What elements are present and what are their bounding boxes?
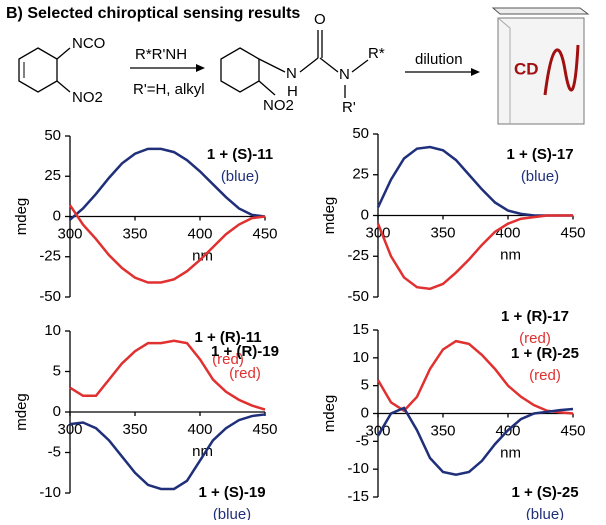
y-tick-label: 0	[53, 403, 61, 420]
y-tick-label: -50	[347, 288, 369, 305]
x-axis-label: nm	[500, 444, 521, 461]
cuvette-edge	[497, 17, 511, 124]
x-tick-label: 350	[430, 224, 455, 241]
cd-curve	[69, 147, 266, 221]
step-label: dilution	[415, 51, 463, 68]
cd-curve	[376, 339, 574, 415]
y-tick-label: 50	[44, 127, 61, 144]
x-tick-label: 400	[187, 225, 212, 242]
series-note: (red)	[529, 367, 561, 384]
series-note: (blue)	[221, 168, 259, 185]
series-label: 1 + (S)-19	[198, 484, 265, 501]
y-tick-label: 5	[361, 377, 369, 394]
y-tick-label: -50	[39, 288, 61, 305]
x-tick-label: 450	[252, 421, 277, 438]
atom-label: N	[339, 66, 350, 83]
x-axis-label: nm	[500, 246, 521, 263]
y-tick-label: 0	[53, 207, 61, 224]
x-tick-label: 450	[252, 225, 277, 242]
reagent: R*R'NH	[135, 46, 187, 63]
benzene-ring	[18, 47, 58, 93]
y-tick-label: -10	[39, 484, 61, 501]
y-tick-label: 50	[352, 125, 369, 142]
y-axis-label: mdeg	[13, 198, 30, 236]
series-note: (blue)	[521, 168, 559, 185]
bond	[319, 57, 339, 73]
cd-label: CD	[514, 59, 539, 78]
cd-curve	[376, 214, 573, 291]
y-tick-label: 5	[53, 362, 61, 379]
bond	[299, 57, 319, 73]
atom-label: R'	[342, 99, 356, 116]
series-label: 1 + (R)-17	[501, 308, 569, 325]
series-label: 1 + (S)-25	[511, 484, 578, 501]
cd-curve	[69, 339, 266, 411]
series-label: 1 + (R)-11	[194, 329, 261, 346]
y-axis-label: mdeg	[321, 395, 338, 433]
cd-curve	[376, 406, 574, 477]
y-axis-label: mdeg	[321, 197, 338, 235]
x-tick-label: 350	[430, 422, 455, 439]
bond	[56, 47, 71, 60]
y-tick-label: 10	[352, 349, 369, 366]
y-tick-label: -15	[347, 488, 369, 505]
atom-label: R*	[368, 45, 385, 62]
x-tick-label: 300	[57, 225, 82, 242]
x-tick-label: 300	[365, 422, 390, 439]
bond	[351, 59, 369, 73]
series-note: (blue)	[526, 506, 564, 520]
x-tick-label: 450	[560, 422, 585, 439]
atom-label: O	[314, 11, 326, 28]
cd-curve	[68, 204, 266, 284]
cd-wave	[543, 44, 580, 96]
arrowhead	[196, 64, 205, 72]
y-axis-label: mdeg	[13, 393, 30, 431]
bond	[258, 80, 276, 96]
figure-title: B) Selected chiroptical sensing results	[6, 5, 300, 22]
y-tick-label: 25	[44, 167, 61, 184]
group-label: NO2	[263, 97, 294, 114]
bond	[56, 80, 71, 93]
y-tick-label: 0	[361, 404, 369, 421]
y-tick-label: 15	[352, 321, 369, 338]
group-label: NCO	[72, 35, 105, 52]
x-tick-label: 300	[57, 421, 82, 438]
x-tick-label: 450	[560, 224, 585, 241]
x-tick-label: 400	[187, 421, 212, 438]
series-note: (red)	[519, 330, 551, 347]
series-label: 1 + (R)-25	[511, 345, 579, 362]
y-tick-label: -25	[39, 248, 61, 265]
x-tick-label: 400	[495, 224, 520, 241]
series-note: (red)	[229, 365, 261, 382]
y-tick-label: -10	[347, 460, 369, 477]
benzene-ring	[220, 47, 260, 93]
y-tick-label: 10	[44, 322, 61, 339]
cd-curve	[69, 413, 266, 491]
series-note: (red)	[212, 351, 244, 368]
x-tick-label: 350	[122, 421, 147, 438]
series-label: 1 + (S)-17	[506, 146, 573, 163]
y-tick-label: -5	[356, 432, 369, 449]
group-label: NO2	[72, 89, 103, 106]
arrowhead	[471, 68, 480, 76]
atom-label: N	[286, 65, 297, 82]
y-tick-label: -25	[347, 247, 369, 264]
cuvette-lid	[491, 7, 590, 15]
bond	[258, 58, 286, 73]
series-label: 1 + (R)-19	[211, 343, 279, 360]
cuvette	[497, 17, 585, 125]
y-tick-label: 25	[352, 166, 369, 183]
condition: R'=H, alkyl	[133, 81, 205, 98]
y-tick-label: -5	[48, 443, 61, 460]
series-note: (blue)	[213, 506, 251, 520]
atom-label: H	[287, 83, 298, 100]
y-tick-label: 0	[361, 206, 369, 223]
x-tick-label: 350	[122, 225, 147, 242]
series-label: 1 + (S)-11	[207, 146, 273, 163]
